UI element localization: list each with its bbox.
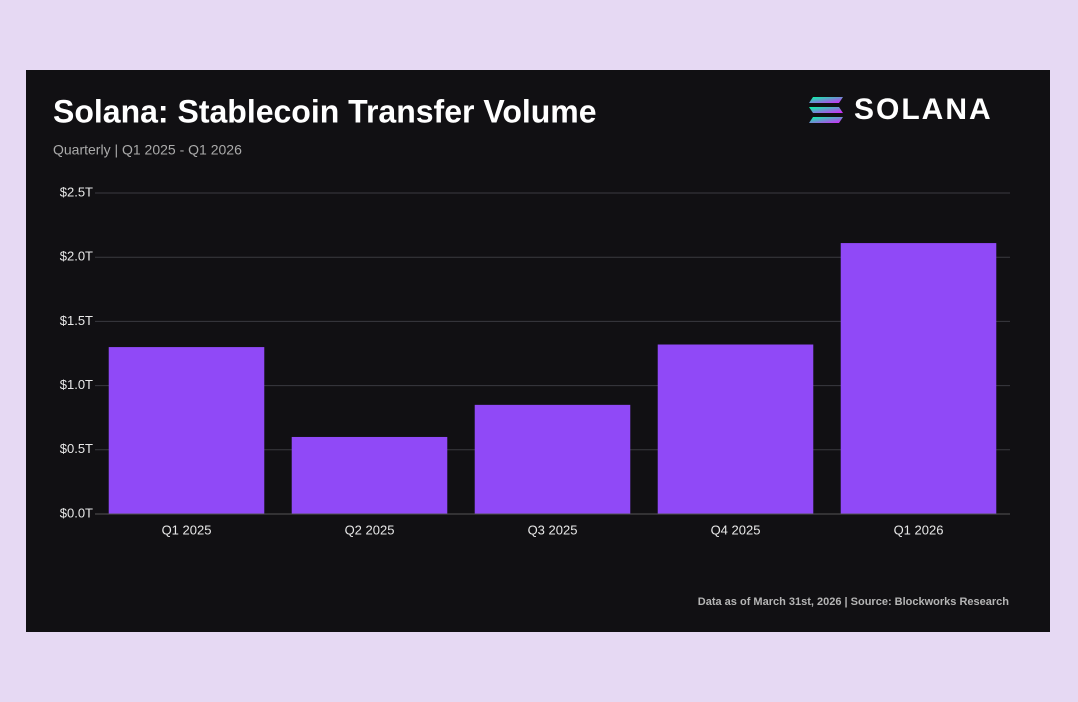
x-tick-label: Q1 2025: [162, 522, 212, 537]
x-tick-label: Q2 2025: [345, 522, 395, 537]
y-tick-label: $1.0T: [60, 377, 93, 392]
y-tick-label: $0.0T: [60, 505, 93, 520]
bar: [108, 347, 265, 514]
x-tick-label: Q1 2026: [894, 522, 944, 537]
y-tick-label: $0.5T: [60, 441, 93, 456]
x-tick-label: Q3 2025: [528, 522, 578, 537]
y-tick-label: $1.5T: [60, 313, 93, 328]
bar: [657, 344, 814, 514]
chart-title: Solana: Stablecoin Transfer Volume: [53, 93, 597, 129]
logo-text: SOLANA: [854, 93, 993, 126]
y-tick-label: $2.5T: [60, 184, 93, 199]
x-tick-label: Q4 2025: [711, 522, 761, 537]
chart-subtitle: Quarterly | Q1 2025 - Q1 2026: [53, 142, 242, 158]
bar: [840, 243, 997, 515]
source-note: Data as of March 31st, 2026 | Source: Bl…: [698, 596, 1009, 608]
logo-icon: [809, 97, 843, 123]
y-tick-label: $2.0T: [60, 249, 93, 264]
bar: [474, 404, 631, 514]
bar: [291, 436, 448, 514]
